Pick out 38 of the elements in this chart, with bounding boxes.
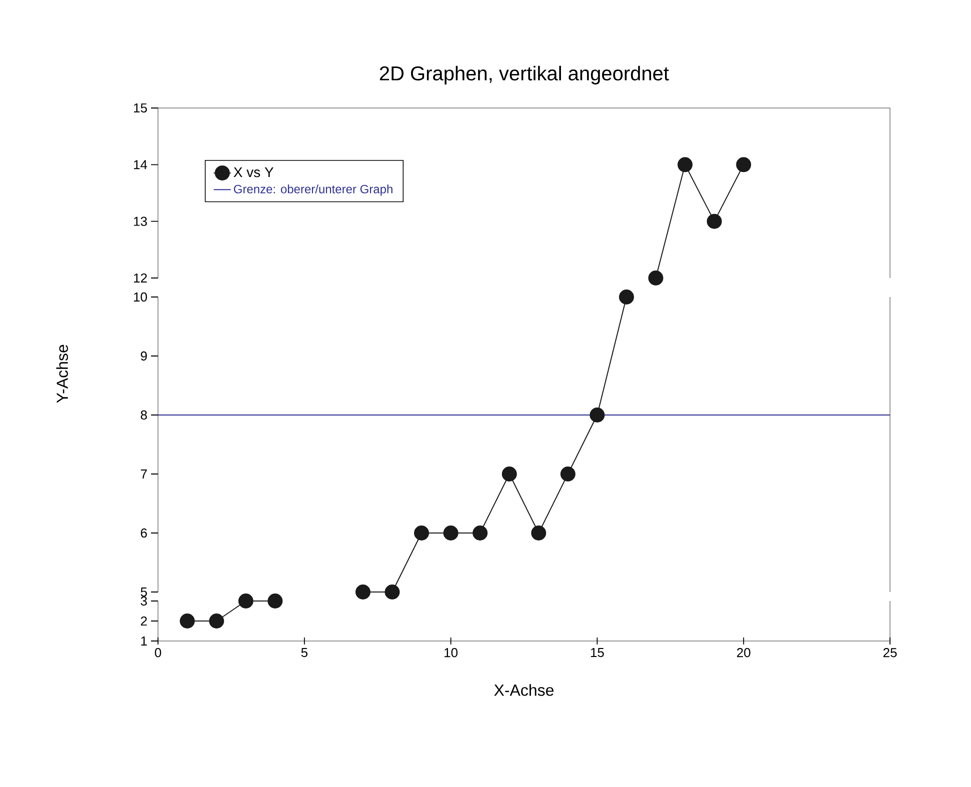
y-tick-label: 14 <box>134 160 148 170</box>
point <box>706 214 722 229</box>
text: Grenze: oberer/unterer Graph <box>234 184 392 196</box>
x-tick-label: 5 <box>301 648 308 658</box>
y-tick-label: 8 <box>140 410 147 420</box>
point <box>648 270 664 286</box>
x-tick-label: 20 <box>737 648 750 658</box>
point <box>736 157 752 172</box>
point <box>472 525 488 540</box>
y-tick-label: 6 <box>140 528 147 538</box>
y-tick-label: 3 <box>140 596 147 606</box>
y-tick-label: 10 <box>134 292 147 302</box>
x-tick-label: 15 <box>590 648 604 658</box>
point <box>560 466 576 482</box>
chart-title: 2D Graphen, vertikal angeordnet <box>380 66 669 84</box>
y-axis-title: Y-Achse <box>56 344 68 403</box>
point <box>678 157 693 172</box>
point <box>384 584 400 600</box>
y-tick-label: 15 <box>134 103 147 113</box>
y-tick-label: 2 <box>140 616 147 626</box>
y-tick-label: 7 <box>140 470 147 478</box>
point <box>590 407 605 422</box>
y-tick-label: 13 <box>134 216 147 226</box>
x-axis-title: X-Achse <box>494 684 554 696</box>
x-tick-label: 10 <box>444 648 458 658</box>
x-tick-label: 25 <box>883 648 897 658</box>
point <box>531 525 546 540</box>
legend-label: X vs Y <box>234 167 274 178</box>
point <box>414 525 430 540</box>
y-tick-label: 12 <box>134 273 147 283</box>
y-tick-label: 1 <box>141 636 147 646</box>
y-tick-label: 5 <box>140 587 147 597</box>
x-tick-label: 0 <box>154 648 162 658</box>
point <box>502 466 517 482</box>
point <box>355 584 370 600</box>
y-tick-label: 9 <box>140 351 147 361</box>
point <box>443 525 458 540</box>
point <box>618 289 634 304</box>
